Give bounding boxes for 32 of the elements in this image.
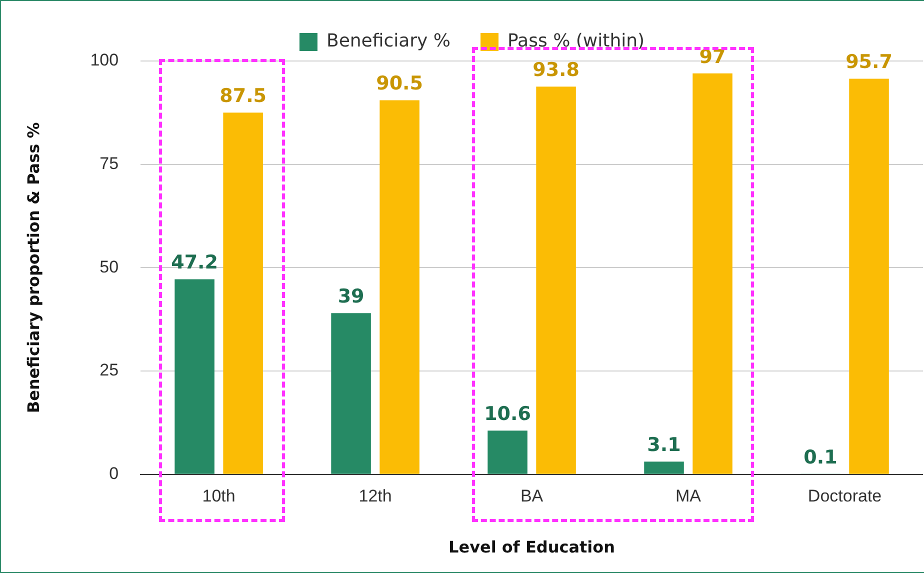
x-tick-label: 12th [358,486,392,506]
bar [223,112,263,474]
bar [849,78,889,474]
bar [174,279,214,474]
data-label: 90.5 [376,72,423,95]
y-axis-title: Beneficiary proportion & Pass % [24,122,43,414]
data-label: 3.1 [647,434,681,456]
legend-label: Pass % (within) [508,30,645,52]
x-tick-label: Doctorate [808,486,882,506]
x-tick-label: 10th [202,486,236,506]
data-label: 87.5 [220,85,267,108]
bar [536,86,576,474]
data-label: 39 [338,286,364,308]
data-label: 10.6 [484,403,531,426]
y-tick-label: 50 [100,257,119,276]
y-tick-label: 25 [100,360,119,380]
x-axis-title: Level of Education [448,538,616,557]
y-tick-label: 75 [100,154,119,174]
data-label: 95.7 [846,51,892,74]
y-tick-label: 100 [90,50,119,70]
bar [488,430,528,474]
legend-label: Beneficiary % [326,30,451,52]
bar [692,73,732,474]
x-tick-label: MA [676,486,702,506]
x-tick-label: BA [520,486,544,506]
y-tick-label: 0 [109,464,119,484]
data-label: 47.2 [171,252,218,274]
bar [331,313,371,474]
data-label: 93.8 [532,59,580,82]
bar [644,462,684,474]
data-label: 0.1 [804,446,838,468]
bar [380,100,420,474]
